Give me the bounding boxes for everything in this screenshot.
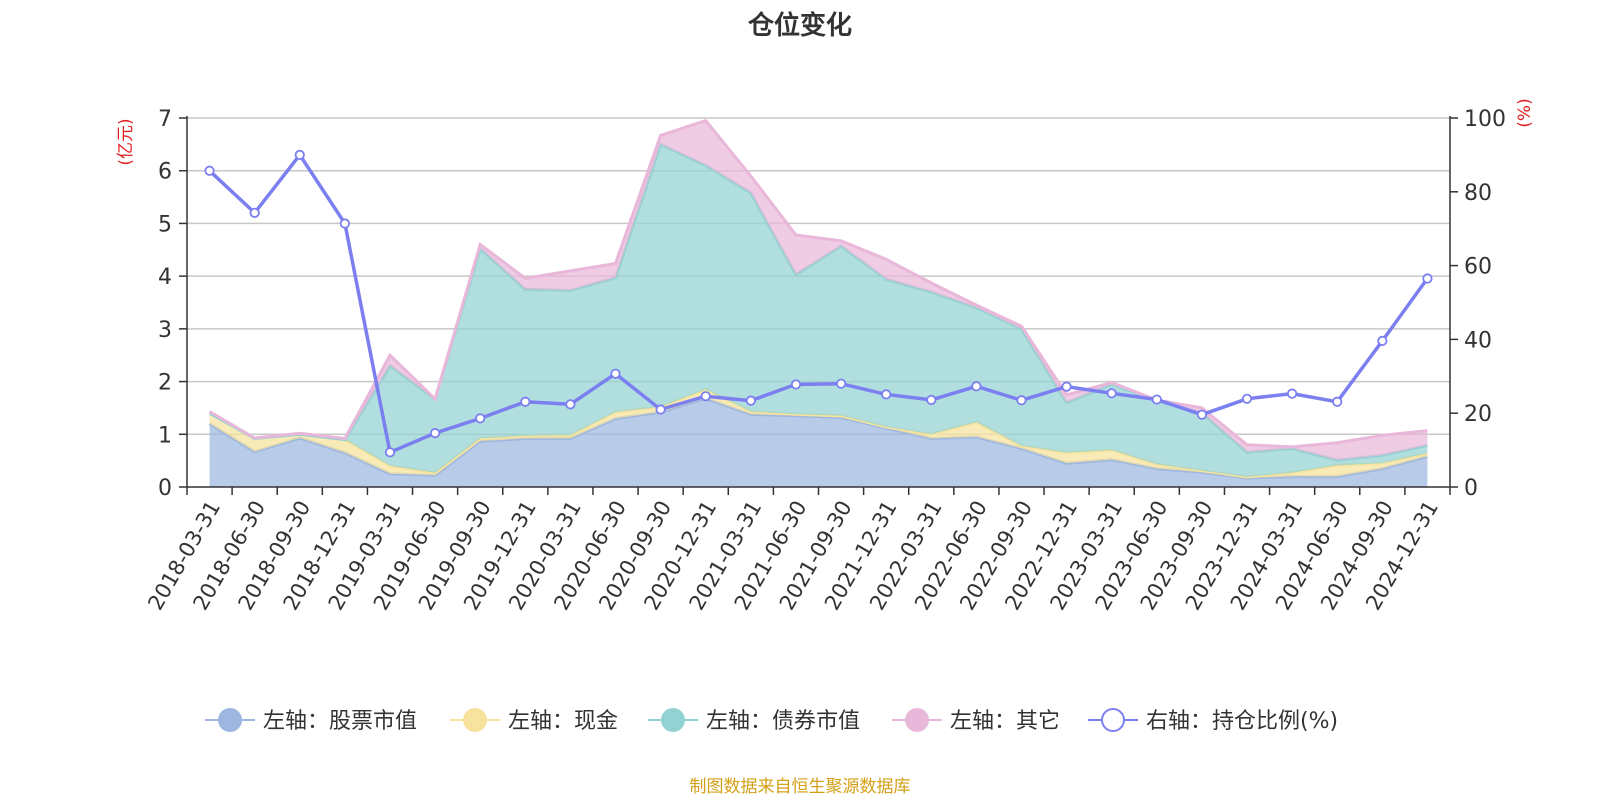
legend-label: 左轴：债券市值 xyxy=(706,709,860,734)
ratio-point xyxy=(1106,388,1117,399)
legend-label: 左轴：其它 xyxy=(950,709,1060,734)
ratio-point xyxy=(610,368,621,379)
legend-marker xyxy=(661,708,685,732)
left-y-tick-label: 7 xyxy=(158,107,172,132)
ratio-point xyxy=(745,395,756,406)
stacked-areas xyxy=(208,118,1428,487)
left-y-tick-label: 4 xyxy=(158,265,172,290)
ratio-point xyxy=(835,378,847,389)
ratio-point xyxy=(1377,335,1388,346)
ratio-point xyxy=(655,404,666,415)
ratio-point xyxy=(1196,409,1208,420)
area-左轴：股票市值 xyxy=(209,398,1428,487)
ratio-point xyxy=(429,428,441,439)
ratio-point xyxy=(881,389,892,400)
legend-marker xyxy=(218,708,242,732)
ratio-point xyxy=(1241,393,1253,404)
legend-marker xyxy=(905,708,929,732)
left-y-tick-label: 2 xyxy=(158,371,172,396)
ratio-point xyxy=(926,394,937,406)
ratio-point xyxy=(475,413,486,424)
ratio-point xyxy=(565,399,576,410)
ratio-point xyxy=(294,149,305,160)
ratio-point xyxy=(520,396,531,407)
legend-marker xyxy=(1101,708,1125,732)
legend-item[interactable]: 左轴：现金 xyxy=(450,708,618,734)
position-ratio-line xyxy=(204,149,1433,458)
right-axis-unit: (%) xyxy=(1515,98,1535,127)
right-y-tick-label: 0 xyxy=(1464,476,1478,501)
ratio-point xyxy=(339,218,350,229)
left-y-tick-label: 6 xyxy=(158,160,172,185)
legend-marker xyxy=(463,708,487,732)
ratio-point xyxy=(1061,381,1072,392)
right-y-tick-label: 20 xyxy=(1464,402,1492,427)
ratio-point xyxy=(249,207,260,218)
chart-title: 仓位变化 xyxy=(747,10,852,41)
legend-item[interactable]: 右轴：持仓比例(%) xyxy=(1088,708,1338,734)
ratio-point xyxy=(971,381,982,392)
ratio-point xyxy=(1016,395,1027,406)
legend-item[interactable]: 左轴：其它 xyxy=(892,708,1060,734)
ratio-point xyxy=(1422,273,1433,284)
legend-item[interactable]: 左轴：股票市值 xyxy=(205,708,417,734)
left-y-tick-label: 5 xyxy=(158,212,172,237)
left-axis-unit: (亿元) xyxy=(116,118,136,165)
legend-label: 左轴：现金 xyxy=(508,709,618,734)
legend-item[interactable]: 左轴：债券市值 xyxy=(648,708,860,734)
ratio-point xyxy=(1332,396,1343,407)
legend-label: 右轴：持仓比例(%) xyxy=(1146,709,1338,734)
ratio-point xyxy=(1151,394,1162,405)
right-y-tick-label: 80 xyxy=(1464,181,1492,206)
area-edge-左轴：其它 xyxy=(208,118,1428,449)
ratio-point xyxy=(384,447,396,458)
legend-label: 左轴：股票市值 xyxy=(263,709,417,734)
right-y-tick-label: 100 xyxy=(1464,107,1506,132)
left-y-tick-label: 0 xyxy=(158,476,172,501)
right-y-tick-label: 40 xyxy=(1464,328,1492,353)
ratio-point xyxy=(700,391,711,402)
ratio-point xyxy=(790,379,802,390)
legend[interactable]: 左轴：股票市值 左轴：现金 左轴：债券市值 左轴：其它 右轴：持仓比例(%) xyxy=(205,708,1338,734)
area-左轴：现金 xyxy=(209,389,1428,478)
data-source-note: 制图数据来自恒生聚源数据库 xyxy=(690,777,911,797)
ratio-point xyxy=(204,165,215,176)
ratio-line-path xyxy=(208,153,1429,455)
left-y-tick-label: 1 xyxy=(158,423,172,448)
left-y-tick-label: 3 xyxy=(158,318,172,343)
right-y-tick-label: 60 xyxy=(1464,255,1492,280)
ratio-point xyxy=(1287,388,1298,399)
